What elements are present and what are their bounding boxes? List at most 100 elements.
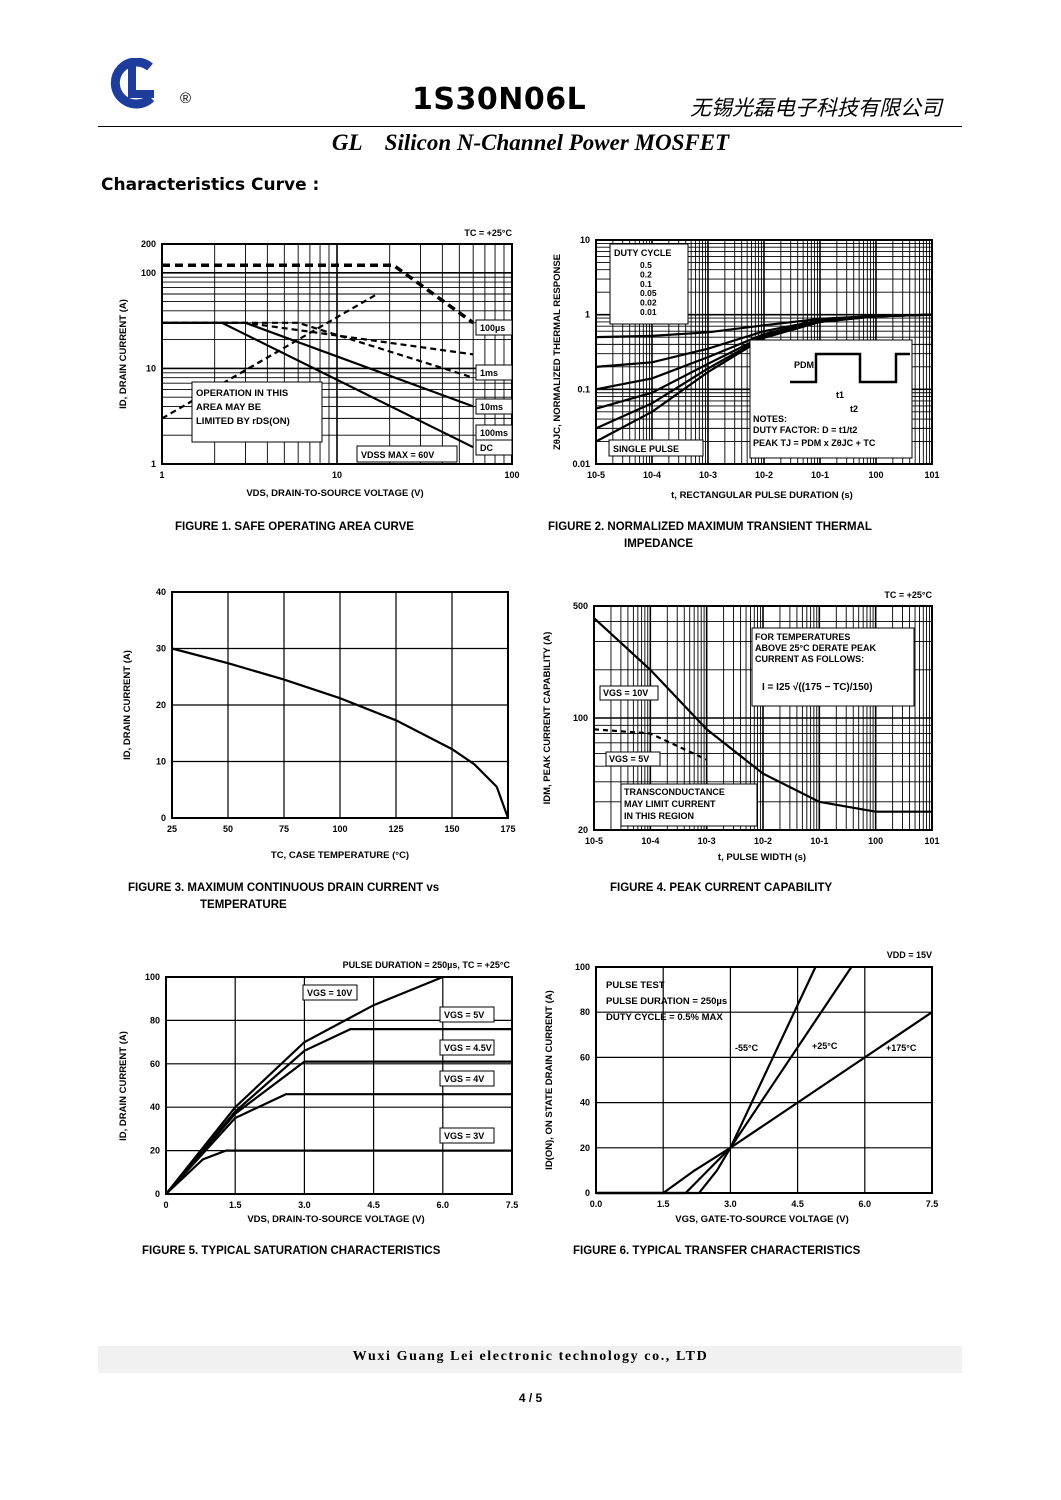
figure-title: FIGURE 4. PEAK CURRENT CAPABILITY — [610, 882, 832, 894]
x-tick-label: 10-2 — [755, 470, 773, 480]
x-tick-label: 4.5 — [367, 1200, 380, 1210]
x-tick-label: 50 — [223, 824, 233, 834]
annotation-box — [191, 381, 323, 443]
series-line — [165, 1093, 512, 1195]
annotation: IN THIS REGION — [624, 811, 694, 821]
y-axis-label: ID, DRAIN CURRENT (A) — [118, 1031, 129, 1141]
y-tick-label: 20 — [578, 825, 588, 835]
x-axis-label: t, PULSE WIDTH (s) — [718, 852, 806, 863]
y-tick-label: 100 — [575, 962, 590, 972]
annotation: PDM — [794, 360, 814, 370]
legend-box — [609, 243, 689, 325]
x-tick-label: 1.5 — [229, 1200, 242, 1210]
figure-title: IMPEDANCE — [624, 538, 693, 550]
y-tick-label: 60 — [150, 1059, 160, 1069]
x-tick-label: 1 — [159, 470, 164, 480]
x-tick-label: 0.0 — [590, 1199, 603, 1209]
y-axis-label: ZθJC, NORMALIZED THERMAL RESPONSE — [552, 254, 563, 450]
annotation: t1 — [836, 390, 844, 400]
x-tick-label: 100 — [868, 470, 883, 480]
annotation: AREA MAY BE — [196, 402, 261, 413]
x-tick-label: 125 — [388, 824, 403, 834]
condition-label: VDD = 15V — [887, 950, 932, 960]
annotation: CURRENT AS FOLLOWS: — [755, 654, 864, 664]
fig3-frame — [171, 591, 509, 819]
x-tick-label: 10-5 — [585, 836, 603, 846]
annotation: PEAK TJ = PDM x ZθJC + TC — [753, 438, 876, 448]
fig6-frame — [595, 966, 933, 1194]
annotation: DUTY CYCLE = 0.5% MAX — [606, 1012, 723, 1023]
annotation: TRANSCONDUCTANCE — [624, 787, 725, 797]
x-tick-label: 4.5 — [791, 1199, 804, 1209]
fig6: 0.0 1.5 3.0 4.5 6.0 7.5 0 20 40 60 80 100 VGS, GATE-… — [544, 962, 938, 1225]
x-tick-label: 101 — [924, 836, 939, 846]
annotation: SINGLE PULSE — [613, 444, 679, 454]
x-tick-label: 75 — [279, 824, 289, 834]
y-tick-label: 80 — [150, 1015, 160, 1025]
x-tick-label: 10-3 — [698, 836, 716, 846]
section-title: Characteristics Curve : — [101, 175, 320, 195]
x-tick-label: 7.5 — [926, 1199, 939, 1209]
series-line — [593, 617, 932, 813]
annotation: LIMITED BY rDS(ON) — [196, 416, 290, 427]
y-axis-label: ID, DRAIN CURRENT (A) — [122, 650, 133, 760]
y-tick-label: 100 — [141, 268, 156, 278]
x-tick-label: 3.0 — [298, 1200, 311, 1210]
legend-entry: 0.1 — [640, 279, 652, 289]
registered-mark: ® — [180, 90, 192, 107]
y-tick-label: 1 — [585, 310, 590, 320]
series-label-box — [439, 1039, 495, 1056]
series-line — [165, 1060, 512, 1195]
x-tick-label: 10-1 — [810, 836, 828, 846]
series-label-box — [599, 685, 659, 701]
figure-title: FIGURE 1. SAFE OPERATING AREA CURVE — [175, 521, 414, 533]
x-tick-label: 0 — [163, 1200, 168, 1210]
legend-entry: 0.05 — [640, 288, 657, 298]
series-label: DC — [480, 443, 493, 453]
series-label: VGS = 10V — [307, 988, 352, 998]
y-tick-label: 40 — [156, 587, 166, 597]
y-tick-label: 100 — [145, 972, 160, 982]
series-label: 100µs — [480, 323, 505, 333]
series-label-box — [439, 1127, 495, 1144]
fig3-grid — [171, 591, 509, 819]
x-tick-label: 10-2 — [754, 836, 772, 846]
annotation: ABOVE 25°C DERATE PEAK — [755, 643, 876, 653]
series-label: 10ms — [480, 402, 503, 412]
x-tick-label: 6.0 — [859, 1199, 872, 1209]
y-tick-label: 0 — [161, 813, 166, 823]
y-tick-label: 40 — [150, 1102, 160, 1112]
x-tick-label: 3.0 — [724, 1199, 737, 1209]
fig4-frame — [593, 605, 933, 831]
y-tick-label: 0 — [585, 1188, 590, 1198]
y-tick-label: 10 — [580, 235, 590, 245]
fig3: 25 50 75 100 125 150 175 0 10 20 30 40 TC, CASE TEMP… — [122, 587, 516, 861]
figure-title: FIGURE 6. TYPICAL TRANSFER CHARACTERISTI… — [573, 1245, 861, 1257]
x-tick-label: 7.5 — [506, 1200, 519, 1210]
x-tick-label: 10-3 — [699, 470, 717, 480]
annotation-box — [356, 445, 458, 463]
y-tick-label: 10 — [156, 757, 166, 767]
y-tick-label: 0.1 — [577, 384, 590, 394]
legend-entry: 0.02 — [640, 298, 657, 308]
y-tick-label: 0 — [155, 1189, 160, 1199]
y-tick-label: 80 — [580, 1007, 590, 1017]
y-tick-label: 60 — [580, 1052, 590, 1062]
annotation-box — [608, 439, 704, 457]
x-tick-label: 175 — [500, 824, 515, 834]
x-tick-label: 10-1 — [811, 470, 829, 480]
y-tick-label: 1 — [151, 459, 156, 469]
x-axis-label: VGS, GATE-TO-SOURCE VOLTAGE (V) — [675, 1214, 848, 1225]
annotation: OPERATION IN THIS — [196, 388, 288, 399]
annotation: DUTY FACTOR: D = t1/t2 — [753, 425, 857, 435]
y-tick-label: 20 — [156, 700, 166, 710]
figure-title: FIGURE 2. NORMALIZED MAXIMUM TRANSIENT T… — [548, 521, 872, 533]
legend-entry: 0.01 — [640, 307, 657, 317]
y-tick-label: 20 — [580, 1143, 590, 1153]
header-rule — [98, 126, 962, 127]
series-line — [595, 313, 933, 443]
x-tick-label: 6.0 — [437, 1200, 450, 1210]
y-tick-label: 10 — [146, 363, 156, 373]
inset-box — [749, 339, 913, 459]
